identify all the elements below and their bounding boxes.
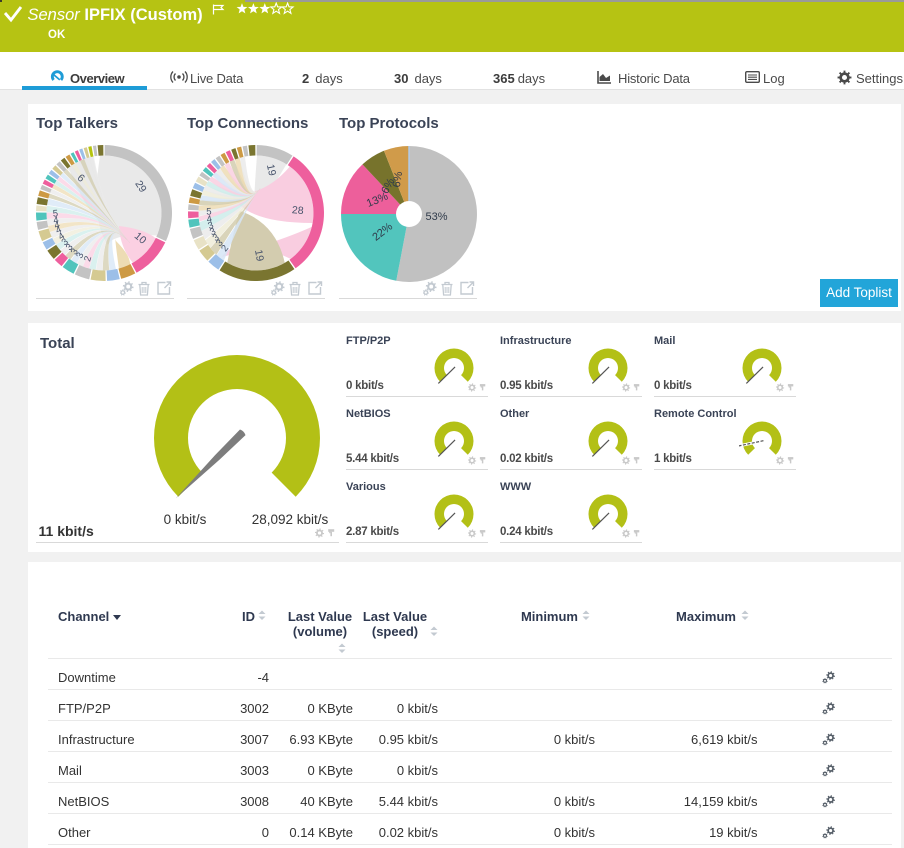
svg-text:4: 4: [205, 214, 212, 226]
svg-text:6%: 6%: [390, 170, 405, 188]
svg-text:3: 3: [206, 220, 215, 232]
svg-text:5: 5: [206, 207, 212, 218]
svg-text:5: 5: [52, 208, 58, 219]
svg-text:3: 3: [63, 242, 75, 253]
svg-text:2: 2: [219, 243, 231, 254]
svg-text:53%: 53%: [425, 211, 447, 223]
svg-text:4: 4: [52, 220, 60, 232]
svg-text:2: 2: [82, 255, 94, 263]
svg-text:28: 28: [291, 204, 304, 217]
svg-text:3: 3: [59, 236, 70, 248]
svg-text:29: 29: [132, 178, 149, 194]
svg-text:3: 3: [74, 251, 86, 261]
svg-text:4: 4: [54, 224, 63, 236]
svg-text:3: 3: [208, 226, 218, 238]
svg-text:19: 19: [263, 163, 277, 177]
svg-text:3: 3: [210, 232, 221, 244]
svg-text:3: 3: [214, 237, 225, 249]
svg-text:4: 4: [52, 215, 59, 227]
svg-text:3: 3: [68, 247, 80, 258]
svg-text:4: 4: [56, 231, 66, 243]
svg-text:19: 19: [252, 249, 266, 263]
